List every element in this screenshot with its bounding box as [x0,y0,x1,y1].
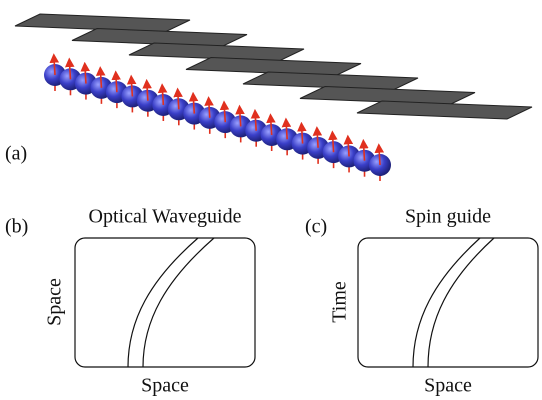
x-axis-label: Space [141,375,189,397]
panel-label: (c) [305,216,327,238]
plates [15,14,532,119]
guide-edge [143,238,214,367]
spin-arrow [178,92,179,109]
spin-arrow [255,114,256,131]
guide-edge [413,238,480,367]
y-axis-label: Space [44,278,66,326]
spin-arrow [54,58,55,75]
plot-frame [358,238,538,367]
spin-arrow [131,79,132,96]
figure: (a) (b) Optical Waveguide Space Space (c… [0,0,542,400]
spin-arrow [85,67,86,84]
spin-arrow [240,109,241,126]
spin-arrow [379,148,380,165]
electrode-plate [357,101,532,119]
plot-frame [75,238,255,367]
spin-arrow [317,131,318,148]
panel-title: Optical Waveguide [89,206,242,228]
spin-arrow [162,88,163,105]
x-axis-label: Space [424,375,472,397]
spin-arrow [364,144,365,161]
spin-arrow [69,62,70,79]
spin-arrow [209,101,210,118]
guide-edge [128,238,198,367]
spin-arrow [193,97,194,114]
spin-arrow [224,105,225,122]
panel-title: Spin guide [405,206,491,228]
y-axis-label: Time [329,281,351,323]
panel-label: (a) [5,143,27,165]
spin-arrow [100,71,101,88]
spin-arrow [116,75,117,92]
spin-arrow [286,122,287,139]
spin-arrow [147,84,148,101]
spin-arrow [333,135,334,152]
spin-arrow [348,139,349,156]
spin-arrow [271,118,272,135]
panel-label: (b) [5,216,28,238]
spin-arrow [302,127,303,144]
